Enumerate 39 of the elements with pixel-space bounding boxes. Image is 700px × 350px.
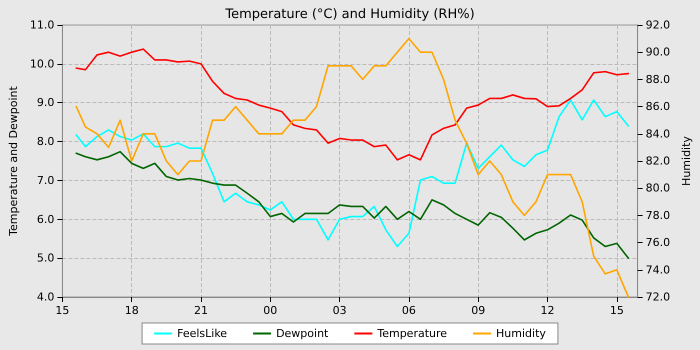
y-tick-label: 4.0 <box>36 290 54 304</box>
y-tick-label: 11.0 <box>30 18 54 32</box>
x-tick-label: 15 <box>55 304 70 317</box>
legend-label: Dewpoint <box>276 327 330 340</box>
y2-tick-label: 78.0 <box>646 208 670 222</box>
x-tick-label: 12 <box>540 304 555 317</box>
line-series <box>75 99 630 248</box>
y2-tick-label: 74.0 <box>646 263 670 276</box>
line-series <box>75 38 630 298</box>
y2-tick-label: 82.0 <box>646 154 670 168</box>
y2-tick-label: 88.0 <box>646 72 670 86</box>
line-series <box>75 48 630 161</box>
x-tick-label: 00 <box>263 304 278 317</box>
y2-tick-label: 80.0 <box>646 182 670 195</box>
y-tick-label: 10.0 <box>30 57 54 70</box>
legend-label: Humidity <box>496 327 546 340</box>
y-tick-label: 8.0 <box>36 135 54 148</box>
x-tick-label: 03 <box>332 304 347 317</box>
legend-label: Temperature <box>376 327 448 340</box>
y2-tick-label: 72.0 <box>646 290 670 304</box>
y2-tick-label: 76.0 <box>646 236 670 250</box>
y2-tick-label: 86.0 <box>646 100 670 114</box>
y-tick-label: 9.0 <box>36 96 54 110</box>
legend-label: FeelsLike <box>177 327 228 340</box>
x-tick-label: 15 <box>610 304 624 317</box>
chart-title: Temperature (°C) and Humidity (RH%) <box>224 7 475 22</box>
y-axis-title: Temperature and Dewpoint <box>7 85 20 237</box>
y2-axis-title: Humidity <box>680 136 693 186</box>
y-tick-label: 6.0 <box>36 212 54 226</box>
y2-tick-label: 92.0 <box>646 18 670 32</box>
y2-tick-label: 84.0 <box>646 127 670 140</box>
x-tick-label: 18 <box>124 304 139 317</box>
y-tick-label: 7.0 <box>36 174 54 187</box>
y-tick-label: 5.0 <box>36 252 54 265</box>
x-tick-label: 09 <box>471 304 486 317</box>
line-series <box>75 150 630 259</box>
y2-tick-label: 90.0 <box>646 46 670 59</box>
x-tick-label: 21 <box>194 304 208 317</box>
x-tick-label: 06 <box>402 304 416 317</box>
